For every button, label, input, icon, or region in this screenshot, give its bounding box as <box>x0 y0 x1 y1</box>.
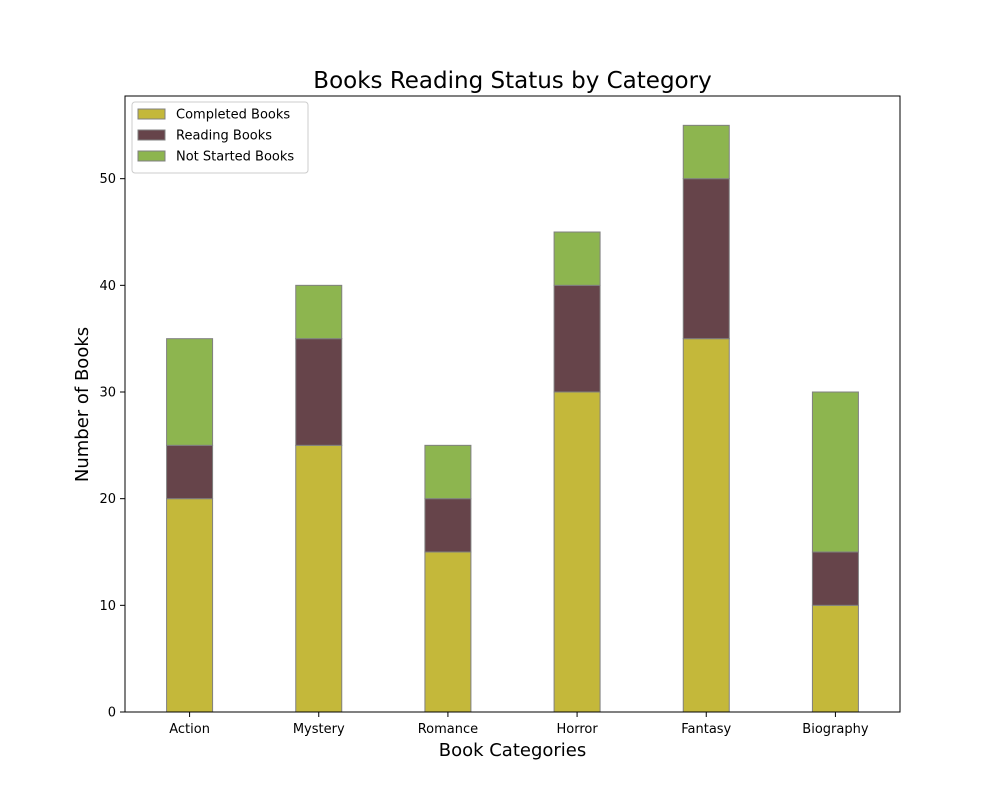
bar-biography-reading-books <box>811 551 859 606</box>
x-tick-label: Mystery <box>293 722 345 737</box>
legend-label: Reading Books <box>176 129 272 144</box>
bar-romance-not-started-books <box>424 444 472 500</box>
y-tick-label: 20 <box>99 492 116 507</box>
legend-box <box>131 101 309 174</box>
legend-label: Completed Books <box>176 108 290 123</box>
y-tick-label: 30 <box>99 386 116 401</box>
bar-mystery-not-started-books <box>295 284 343 340</box>
bar-fantasy-not-started-books <box>682 124 730 180</box>
bar-action-reading-books <box>166 444 214 500</box>
x-tick-label: Fantasy <box>681 722 731 737</box>
legend-label: Not Started Books <box>176 150 294 165</box>
bar-romance-reading-books <box>424 498 472 553</box>
bar-action-completed-books <box>166 498 214 713</box>
x-tick-label: Horror <box>556 722 598 737</box>
y-axis-label: Number of Books <box>72 327 93 482</box>
bar-biography-not-started-books <box>811 391 859 553</box>
y-tick-label: 50 <box>99 172 116 187</box>
y-tick-label: 40 <box>99 279 116 294</box>
bar-fantasy-completed-books <box>682 338 730 713</box>
x-axis-label: Book Categories <box>439 740 587 761</box>
axes-layer: 0 10 20 30 40 50 Action Mystery Romance Horror Fan… <box>99 95 901 737</box>
bar-horror-reading-books <box>553 284 601 393</box>
bar-mystery-reading-books <box>295 338 343 446</box>
bar-action-not-started-books <box>166 338 214 446</box>
legend: Completed Books Reading Books Not Started … <box>131 101 309 174</box>
bar-biography-completed-books <box>811 604 859 713</box>
x-tick-label: Biography <box>802 722 869 737</box>
legend-swatch <box>137 150 166 162</box>
bars-layer <box>166 124 859 713</box>
bar-horror-completed-books <box>553 391 601 713</box>
x-tick-label: Action <box>169 722 210 737</box>
y-tick-label: 0 <box>108 706 116 721</box>
legend-swatch <box>137 129 166 141</box>
y-tick-label: 10 <box>99 599 116 614</box>
x-tick-label: Romance <box>418 722 478 737</box>
bar-horror-not-started-books <box>553 231 601 286</box>
plot-frame <box>124 95 901 713</box>
bar-mystery-completed-books <box>295 444 343 713</box>
legend-swatch <box>137 108 166 120</box>
bar-fantasy-reading-books <box>682 178 730 340</box>
bar-romance-completed-books <box>424 551 472 713</box>
chart-title: Books Reading Status by Category <box>313 68 711 94</box>
